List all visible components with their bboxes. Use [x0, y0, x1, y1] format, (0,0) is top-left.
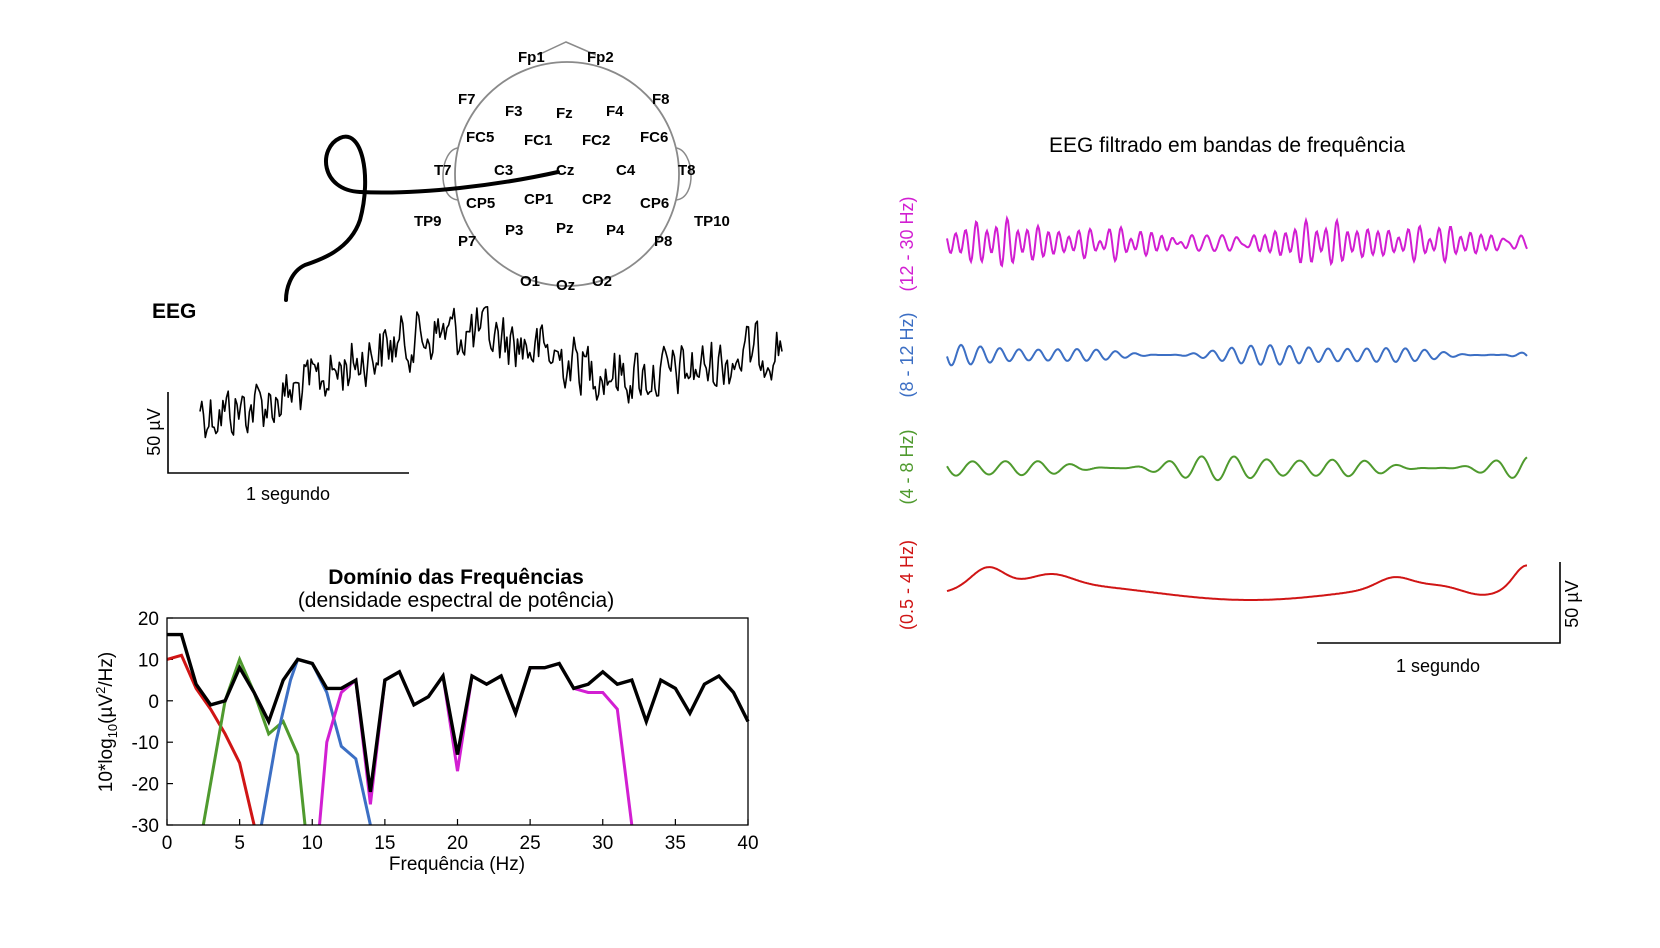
raw-eeg-panel: EEG 50 µV 1 segundo — [144, 300, 783, 504]
head-left-ear — [442, 147, 459, 201]
head-nose — [537, 41, 597, 56]
raw-eeg-time-label: 1 segundo — [246, 484, 330, 504]
y-tick-label: 20 — [138, 609, 159, 630]
filtered-amplitude-label: 50 µV — [1562, 580, 1582, 627]
psd-axes: 0 5 10 15 20 25 30 35 40 20 10 0 -10 -20 -30 — [132, 609, 759, 854]
electrode-label: O1 — [520, 273, 540, 290]
psd-series-group — [166, 632, 750, 826]
psd-series-line — [166, 653, 256, 826]
electrode-label: FC2 — [582, 132, 610, 149]
electrode-label: CP5 — [466, 195, 495, 212]
electrode-label: F4 — [606, 103, 624, 120]
band-label-theta: (4 - 8 Hz) — [897, 429, 917, 504]
electrode-label: CP1 — [524, 191, 553, 208]
electrode-label: Fz — [556, 105, 573, 122]
head-right-ear — [675, 147, 692, 201]
x-tick-label: 35 — [665, 833, 686, 854]
band-label-delta: (0.5 - 4 Hz) — [897, 540, 917, 630]
band-label-beta: (12 - 30 Hz) — [897, 196, 917, 291]
x-tick-label: 15 — [374, 833, 395, 854]
psd-subtitle: (densidade espectral de potência) — [298, 589, 614, 612]
x-tick-label: 20 — [447, 833, 468, 854]
band-trace-alpha — [946, 343, 1528, 367]
electrode-label: Fp1 — [518, 49, 545, 66]
electrode-label: F3 — [505, 103, 523, 120]
band-trace-theta — [946, 455, 1528, 482]
electrode-cable — [284, 134, 560, 302]
electrode-label: Fp2 — [587, 49, 614, 66]
psd-x-axis-label: Frequência (Hz) — [389, 854, 525, 875]
psd-title: Domínio das Frequências — [328, 566, 584, 589]
x-tick-label: 0 — [162, 833, 173, 854]
psd-plot-frame — [166, 617, 749, 826]
electrode-label: FC6 — [640, 129, 668, 146]
electrode-label: F8 — [652, 91, 670, 108]
head-outline — [454, 61, 680, 287]
electrode-label: CP2 — [582, 191, 611, 208]
electrode-label: Oz — [556, 277, 575, 294]
electrode-label: C4 — [616, 162, 636, 179]
electrode-label: P7 — [458, 233, 476, 250]
electrode-label: TP9 — [414, 213, 442, 230]
y-tick-label: 0 — [148, 692, 159, 713]
electrode-label: O2 — [592, 273, 612, 290]
electrode-label: Cz — [556, 162, 574, 179]
x-tick-label: 10 — [302, 833, 323, 854]
psd-series-line — [259, 657, 372, 826]
filtered-title: EEG filtrado em bandas de frequência — [1049, 134, 1405, 157]
electrode-label: FC5 — [466, 129, 494, 146]
psd-series-line — [167, 632, 750, 793]
electrode-label: CP6 — [640, 195, 669, 212]
electrode-label: Pz — [556, 220, 574, 237]
band-trace-beta — [946, 215, 1528, 268]
x-tick-label: 40 — [737, 833, 758, 854]
y-tick-label: -20 — [132, 775, 159, 796]
y-tick-label: -30 — [132, 816, 159, 837]
y-tick-label: 10 — [138, 650, 159, 671]
filtered-time-label: 1 segundo — [1396, 656, 1480, 676]
band-label-alpha: (8 - 12 Hz) — [897, 312, 917, 397]
psd-chart: Domínio das Frequências (densidade espec… — [93, 566, 759, 875]
electrode-label: T8 — [678, 162, 696, 179]
x-tick-label: 25 — [520, 833, 541, 854]
y-tick-label: -10 — [132, 733, 159, 754]
filtered-scale-bar — [1317, 562, 1561, 644]
electrode-label: TP10 — [694, 213, 730, 230]
electrode-label: FC1 — [524, 132, 552, 149]
raw-eeg-trace — [199, 306, 783, 439]
psd-y-axis-label: 10*log10(µV2/Hz) — [93, 652, 120, 792]
electrode-label: P8 — [654, 233, 672, 250]
band-trace-delta — [946, 564, 1527, 601]
x-tick-label: 5 — [234, 833, 245, 854]
x-tick-label: 30 — [592, 833, 613, 854]
electrode-label: P3 — [505, 222, 523, 239]
electrode-label: P4 — [606, 222, 625, 239]
raw-eeg-scale-bar — [167, 392, 409, 474]
electrode-label: T7 — [434, 162, 452, 179]
filtered-eeg-panel: EEG filtrado em bandas de frequência (12… — [897, 134, 1582, 676]
raw-eeg-amplitude-label: 50 µV — [144, 408, 164, 455]
raw-eeg-label: EEG — [152, 300, 196, 323]
electrode-label: C3 — [494, 162, 513, 179]
electrode-map: Fp1 Fp2 F7 F3 Fz F4 F8 FC5 FC1 FC2 FC6 T… — [284, 41, 730, 302]
electrode-label: F7 — [458, 91, 476, 108]
